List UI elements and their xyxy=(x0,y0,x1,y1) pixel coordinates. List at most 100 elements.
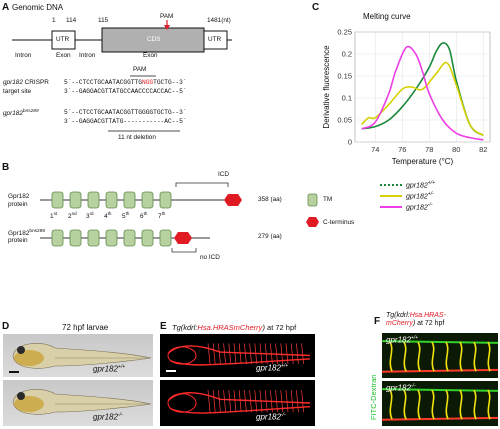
vasculature-mutant-label: gpr182-/- xyxy=(256,412,286,422)
intersegmental-vessel xyxy=(223,390,226,413)
legend-swatch-het xyxy=(380,195,402,198)
segment-vessel-yellow xyxy=(389,341,393,372)
fitc-photo-mutant: gpr182-/- xyxy=(382,381,498,426)
chart-title: Melting curve xyxy=(363,12,411,21)
segment-vessel-yellow xyxy=(473,389,477,420)
segment-vessel-yellow xyxy=(417,389,421,420)
y-tick-label-4: 0.2 xyxy=(342,50,352,59)
crispr-seq-line-1: 5´--CTCCTGCAATACGGTTGNGGTGCTG--3´ xyxy=(64,79,187,86)
x-tick-label-3: 80 xyxy=(452,145,460,154)
protein-2-name: Gpr182bns289 xyxy=(8,229,46,238)
protein-1-name: Gpr182 xyxy=(8,193,30,200)
intersegmental-vessel xyxy=(296,343,299,365)
fitc-mutant-drawing xyxy=(382,388,498,421)
protein-1-tm-7 xyxy=(159,191,172,209)
intersegmental-vessel xyxy=(207,343,211,365)
intersegmental-vessel xyxy=(228,343,232,365)
legend-cterm-label: C-terminus xyxy=(323,219,355,226)
intersegmental-vessel xyxy=(212,343,216,365)
intersegmental-vessel xyxy=(301,390,304,413)
intersegmental-vessel xyxy=(218,343,221,365)
dorsal-vessel xyxy=(167,392,311,404)
x-tick-label-4: 82 xyxy=(479,145,487,154)
series-line-0 xyxy=(361,42,484,137)
protein-1-tm-1 xyxy=(51,191,64,209)
region-exon-1: Exon xyxy=(56,52,71,59)
fitc-wt-label: gpr182+/+ xyxy=(386,335,419,345)
panel-e-title: Tg(kdrl:Hsa.HRASmCherry) at 72 hpf xyxy=(172,323,297,332)
pam-nucleotides: NGG xyxy=(141,79,154,86)
cardinal-vein-red xyxy=(382,368,498,373)
icd-bracket xyxy=(175,182,229,187)
dorsal-vessel xyxy=(167,345,311,357)
intersegmental-vessel xyxy=(275,343,278,365)
region-intron-1: Intron xyxy=(15,52,32,59)
y-tick-label-0: 0 xyxy=(348,138,352,147)
intersegmental-vessel xyxy=(207,390,211,413)
dorsal-aorta-green xyxy=(382,388,498,392)
series-line-2 xyxy=(361,45,484,141)
y-tick-label-1: 0.05 xyxy=(337,116,352,125)
panel-e-letter: E xyxy=(160,321,167,332)
y-tick-label-5: 0.25 xyxy=(337,28,352,37)
pam-arrowhead xyxy=(164,25,170,30)
x-axis-label: Temperature (°C) xyxy=(392,157,454,166)
legend-swatch-mut xyxy=(380,206,402,209)
tm-label-4: 4th xyxy=(104,211,112,221)
intersegmental-vessel xyxy=(249,390,252,413)
legend-entry-wt: gpr182+/+ xyxy=(380,180,435,189)
larva-mutant-shape xyxy=(12,389,152,415)
plot-area xyxy=(354,31,491,143)
utr-right-label: UTR xyxy=(208,36,222,43)
series-line-1 xyxy=(361,61,484,137)
intersegmental-vessel xyxy=(254,390,258,413)
tm-label-7: 7th xyxy=(158,211,166,221)
protein-1-length: 358 (aa) xyxy=(258,196,282,203)
intersegmental-vessel xyxy=(212,390,216,413)
head-vessels xyxy=(167,346,197,365)
intersegmental-vessel xyxy=(233,390,237,413)
intersegmental-vessel xyxy=(296,390,299,413)
pam-top-label: PAM xyxy=(160,13,174,20)
x-tick-label-0: 74 xyxy=(371,145,379,154)
segment-vessel-yellow xyxy=(417,341,421,372)
coord-115: 115 xyxy=(98,17,109,24)
intersegmental-vessel xyxy=(249,343,252,365)
segment-vessel-yellow xyxy=(445,389,449,420)
fitc-dextran-label: FITC-Dextran xyxy=(369,374,378,420)
x-tick-label-2: 78 xyxy=(425,145,433,154)
y-axis-label: Derivative fluorescence xyxy=(322,45,331,129)
tm-label-3: 3rd xyxy=(86,211,94,221)
region-intron-2: Intron xyxy=(79,52,96,59)
protein-2-tm-4 xyxy=(105,229,118,247)
larva-photo-wt: gpr182+/+ xyxy=(3,334,153,377)
scale-bar-d xyxy=(9,371,19,373)
segment-vessel-yellow xyxy=(431,389,435,420)
fitc-photo-wt: gpr182+/+ xyxy=(382,333,498,378)
fitc-wt-drawing xyxy=(382,340,498,373)
protein-2-tm-6 xyxy=(141,229,154,247)
tm-label-5: 5th xyxy=(122,211,130,221)
panel-b-letter: B xyxy=(2,162,10,173)
cardinal-vein-red xyxy=(382,416,498,421)
legend-symbols xyxy=(306,193,319,227)
legend-tm-label: TM xyxy=(323,196,333,203)
x-tick-label-1: 76 xyxy=(398,145,406,154)
coord-1: 1 xyxy=(52,17,56,24)
panel-f-title: Tg(kdrl:Hsa.HRAS- mCherry) at 72 hpf xyxy=(386,312,446,327)
protein-1-tm-5 xyxy=(123,191,136,209)
intersegmental-vessel xyxy=(285,343,289,365)
protein-2-cterm xyxy=(174,232,192,244)
legend-swatch-wt xyxy=(380,184,402,187)
protein-2-tm-1 xyxy=(51,229,64,247)
segment-vessel-yellow xyxy=(473,341,477,372)
deletion-label: 11 nt deletion xyxy=(118,134,156,141)
segment-vessel-yellow xyxy=(459,341,463,372)
crispr-label: gpr182 CRISPR xyxy=(3,79,49,86)
protein-2-tm-2 xyxy=(69,229,82,247)
dorsal-aorta-green xyxy=(382,340,498,344)
protein-1-tm-6 xyxy=(141,191,154,209)
pam-seq-label: PAM xyxy=(133,66,147,73)
pam-bracket xyxy=(130,75,156,77)
intersegmental-vessel xyxy=(244,343,247,365)
